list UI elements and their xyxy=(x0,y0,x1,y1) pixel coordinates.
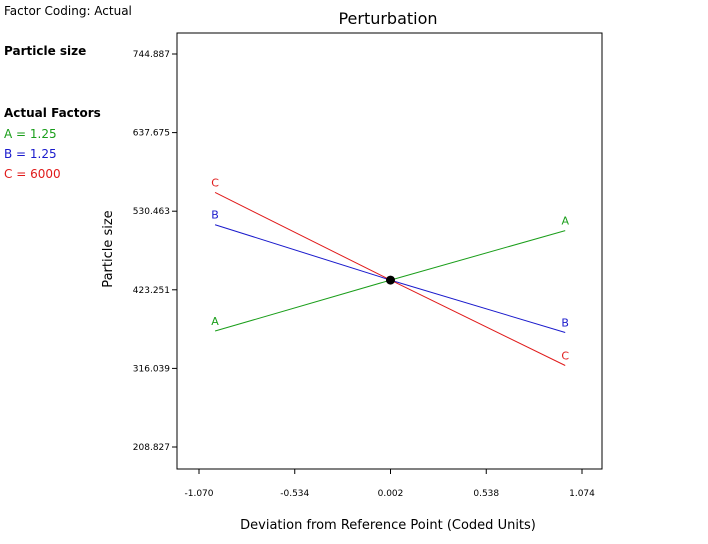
x-axis-title: Deviation from Reference Point (Coded Un… xyxy=(240,518,536,533)
factor-b-value: B = 1.25 xyxy=(4,147,57,161)
series-label-b: B xyxy=(211,209,219,222)
y-tick-label: 316.039 xyxy=(133,364,170,374)
x-tick-label: -1.070 xyxy=(184,489,213,499)
factor-c-value: C = 6000 xyxy=(4,167,61,181)
x-tick-label: 1.074 xyxy=(569,489,595,499)
series-label-b: B xyxy=(561,317,569,330)
chart-title: Perturbation xyxy=(338,9,437,28)
y-tick-label: 208.827 xyxy=(133,443,170,453)
factor-a-value: A = 1.25 xyxy=(4,127,57,141)
x-tick-label: 0.538 xyxy=(473,489,499,499)
series-label-c: C xyxy=(561,349,569,362)
y-tick-label: 744.887 xyxy=(133,50,170,60)
y-tick-label: 423.251 xyxy=(133,286,170,296)
series-label-c: C xyxy=(211,176,219,189)
series-label-a: A xyxy=(561,215,569,228)
x-tick-label: 0.002 xyxy=(378,489,404,499)
y-axis-title: Particle size xyxy=(101,210,116,287)
reference-point-marker xyxy=(386,275,395,285)
plot-area-frame xyxy=(176,32,603,470)
x-tick-label: -0.534 xyxy=(280,489,309,499)
y-tick-label: 637.675 xyxy=(133,129,170,139)
y-tick-label: 530.463 xyxy=(133,207,170,217)
series-label-a: A xyxy=(211,315,219,328)
response-label: Particle size xyxy=(4,44,87,58)
factor-coding-label: Factor Coding: Actual xyxy=(4,4,132,18)
actual-factors-heading: Actual Factors xyxy=(4,106,101,120)
